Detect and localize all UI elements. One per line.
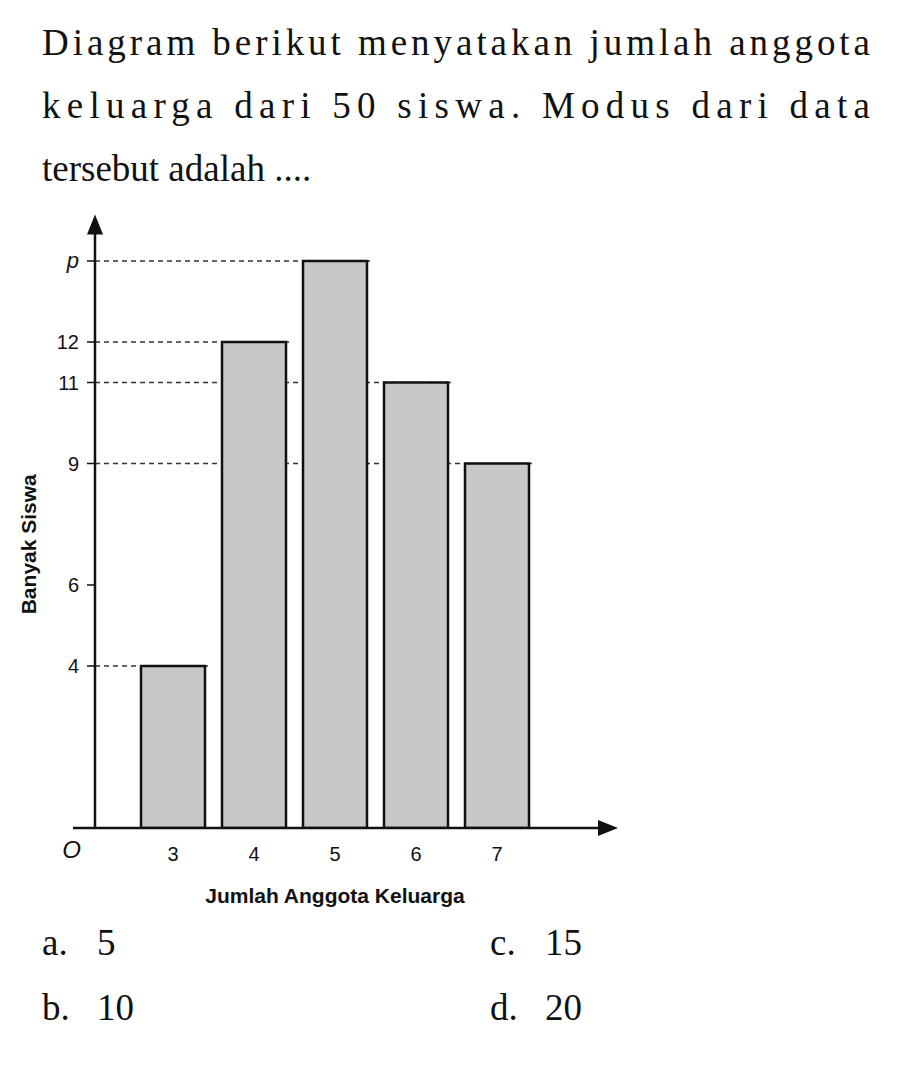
y-tick-label: 12 bbox=[57, 331, 79, 353]
y-tick-label: 11 bbox=[58, 372, 79, 394]
y-axis-label: Banyak Siswa bbox=[17, 474, 40, 614]
y-tick bbox=[87, 463, 95, 465]
y-tick-label: 6 bbox=[68, 574, 79, 596]
x-tick-label: 5 bbox=[329, 843, 340, 865]
y-tick bbox=[87, 584, 95, 586]
question-line: Diagram berikut menyatakan jumlah anggot… bbox=[42, 22, 870, 63]
y-tick bbox=[87, 665, 95, 667]
option-text: 20 bbox=[545, 987, 582, 1028]
y-axis-arrow bbox=[87, 215, 103, 235]
canvas: Diagram berikut menyatakan jumlah anggot… bbox=[0, 0, 915, 1066]
option-letter: c. bbox=[490, 922, 516, 963]
option-text: 5 bbox=[97, 922, 116, 963]
x-axis-label: Jumlah Anggota Keluarga bbox=[205, 884, 465, 907]
x-tick-label: 3 bbox=[167, 843, 178, 865]
y-tick bbox=[87, 341, 95, 343]
question-line: keluarga dari 50 siswa. Modus dari data bbox=[42, 85, 870, 126]
question-line: tersebut adalah .... bbox=[42, 148, 311, 189]
y-tick bbox=[87, 382, 95, 384]
y-tick-label: 9 bbox=[68, 453, 79, 475]
root: Diagram berikut menyatakan jumlah anggot… bbox=[0, 0, 915, 1066]
bar bbox=[384, 383, 448, 829]
origin-label: O bbox=[62, 836, 81, 863]
bar bbox=[141, 666, 205, 828]
x-axis bbox=[73, 827, 612, 830]
bar bbox=[465, 464, 529, 829]
option-text: 10 bbox=[97, 987, 134, 1028]
x-axis-arrow bbox=[598, 820, 618, 836]
bar bbox=[303, 261, 367, 828]
y-tick-label: p bbox=[66, 248, 79, 273]
option-letter: a. bbox=[42, 922, 68, 963]
x-tick-label: 4 bbox=[248, 843, 259, 865]
bar bbox=[222, 342, 286, 828]
y-tick-label: 4 bbox=[68, 655, 79, 677]
x-tick-label: 6 bbox=[410, 843, 421, 865]
y-axis bbox=[94, 221, 97, 829]
x-tick-label: 7 bbox=[491, 843, 502, 865]
bars bbox=[141, 261, 529, 828]
option-letter: d. bbox=[490, 987, 518, 1028]
y-tick bbox=[87, 260, 95, 262]
option-letter: b. bbox=[42, 987, 70, 1028]
option-text: 15 bbox=[545, 922, 582, 963]
